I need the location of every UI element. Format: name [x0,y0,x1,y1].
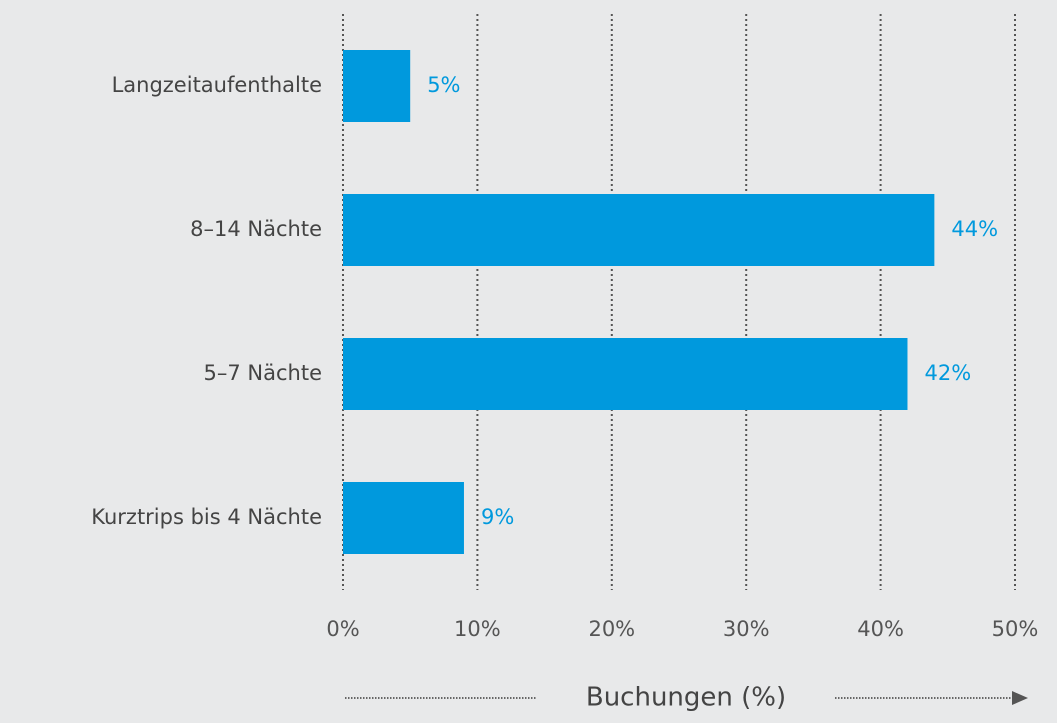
bar [343,194,935,266]
x-tick-label: 10% [454,617,501,641]
bar [343,482,464,554]
y-tick-label: Langzeitaufenthalte [112,73,322,97]
value-label: 44% [951,217,998,241]
x-tick-label: 50% [992,617,1039,641]
x-tick-label: 20% [588,617,635,641]
x-tick-label: 40% [857,617,904,641]
axis-arrow-head [1012,691,1028,705]
y-tick-label: 8–14 Nächte [190,217,322,241]
value-label: 42% [924,361,971,385]
y-tick-label: 5–7 Nächte [204,361,322,385]
bar [343,50,411,122]
x-tick-label: 30% [723,617,770,641]
bar [343,338,908,410]
x-tick-label: 0% [326,617,359,641]
x-axis-title: Buchungen (%) [586,683,786,713]
y-tick-label: Kurztrips bis 4 Nächte [91,505,322,529]
value-label: 9% [481,505,514,529]
value-label: 5% [427,73,460,97]
